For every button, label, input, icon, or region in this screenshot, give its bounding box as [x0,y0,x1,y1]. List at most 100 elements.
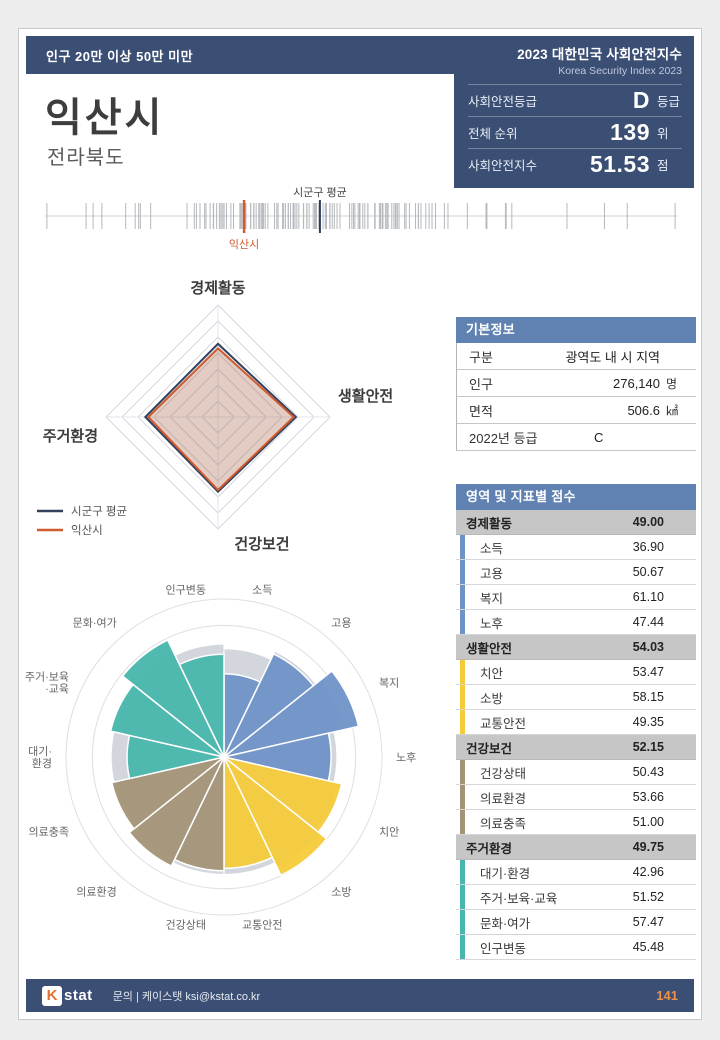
city-title: 익산시 [45,96,165,140]
svg-text:시군구 평균: 시군구 평균 [293,187,347,199]
category-color-bar [460,760,465,784]
category-color-bar [460,660,465,684]
svg-text:노후: 노후 [396,751,416,764]
stat-unit: 위 [657,127,669,141]
svg-text:주거·보육·교육: 주거·보육 ·교육 [25,670,69,695]
score-item-row: 문화·여가 57.47 [456,910,696,935]
page-number: 141 [656,988,678,1003]
item-score: 36.90 [632,540,664,554]
category-color-bar [460,535,465,559]
score-group-row: 건강보건 52.15 [456,735,696,760]
score-item-row: 복지 61.10 [456,585,696,610]
category-color-bar [460,885,465,909]
scores-panel: 영역 및 지표별 점수 경제활동 49.00 소득 36.90 고용 50.67 복지 61.… [456,484,696,960]
item-label: 복지 [480,591,504,606]
item-label: 의료환경 [480,791,527,806]
info-label: 구분 [469,349,493,365]
stat-unit: 등급 [657,95,681,109]
svg-text:주거환경: 주거환경 [43,427,98,445]
header-stat-row: 사회안전지수 51.53 점 [468,148,682,180]
score-item-row: 소득 36.90 [456,535,696,560]
svg-text:치안: 치안 [379,826,399,839]
item-label: 주거·보육·교육 [480,891,558,906]
score-item-row: 교통안전 49.35 [456,710,696,735]
header-stats: 사회안전등급 D 등급 전체 순위 139 위 사회안전지수 51.53 점 [468,84,682,180]
kstat-logo: K stat [42,985,93,1006]
info-value: 506.6 [627,402,660,418]
basic-info-row: 인구 276,140 명 [457,370,696,397]
info-label: 인구 [469,376,493,392]
score-item-row: 대기·환경 42.96 [456,860,696,885]
item-label: 의료충족 [480,816,527,831]
svg-text:교통안전: 교통안전 [242,919,282,932]
info-unit: 명 [666,376,678,391]
score-item-row: 건강상태 50.43 [456,760,696,785]
item-label: 고용 [480,566,504,581]
group-score: 49.00 [632,515,664,529]
basic-info-panel: 기본정보 구분 광역도 내 시 지역 인구 276,140 명 면적 506.6 ㎢ 2022년… [456,317,696,451]
info-value: 광역도 내 시 지역 [565,349,660,365]
svg-text:고용: 고용 [331,617,351,630]
item-label: 교통안전 [480,716,527,731]
group-label: 생활안전 [466,641,513,656]
svg-text:복지: 복지 [379,676,399,689]
item-score: 57.47 [632,915,664,929]
info-unit: ㎢ [666,403,679,418]
info-value: 276,140 [613,375,660,391]
stat-unit: 점 [657,159,669,173]
svg-text:생활안전: 생활안전 [338,387,393,405]
svg-text:익산시: 익산시 [71,524,103,537]
group-label: 건강보건 [466,741,513,756]
stat-value: 139 [610,119,650,145]
group-label: 주거환경 [466,841,513,856]
svg-text:소득: 소득 [252,583,272,596]
population-band-label: 인구 20만 이상 50만 미만 [46,48,194,64]
item-label: 소방 [480,691,504,706]
category-color-bar [460,785,465,809]
item-label: 문화·여가 [480,916,531,931]
svg-text:의료환경: 의료환경 [76,885,116,898]
rose-chart: 소득 고용 복지 노후 치안 소방 교통안전 건강상태 의료환경 의료충족 대기· 환경 주거·보육 ·교… [19,557,471,961]
item-score: 42.96 [632,865,664,879]
basic-info-row: 2022년 등급 C [457,424,696,451]
report-card: 인구 20만 이상 50만 미만 2023 대한민국 사회안전지수 Korea … [18,28,702,1020]
stat-label: 전체 순위 [468,127,518,141]
item-label: 대기·환경 [480,866,531,881]
item-score: 50.43 [632,765,664,779]
basic-info-title: 기본정보 [456,317,696,343]
basic-info-row: 구분 광역도 내 시 지역 [457,343,696,370]
svg-text:의료충족: 의료충족 [29,826,69,839]
item-score: 51.00 [632,815,664,829]
basic-info-row: 면적 506.6 ㎢ [457,397,696,424]
score-item-row: 노후 47.44 [456,610,696,635]
svg-text:대기·환경: 대기· 환경 [28,745,52,770]
group-score: 52.15 [632,740,664,754]
item-score: 53.47 [632,665,664,679]
info-label: 2022년 등급 [469,430,538,446]
score-item-row: 의료환경 53.66 [456,785,696,810]
svg-text:건강보건: 건강보건 [234,535,289,553]
item-label: 소득 [480,541,504,556]
report-title-en: Korea Security Index 2023 [558,65,682,77]
item-label: 노후 [480,616,504,631]
stat-label: 사회안전지수 [468,159,538,173]
item-score: 51.52 [632,890,664,904]
header-right-block: 2023 대한민국 사회안전지수 Korea Security Index 20… [454,36,694,188]
item-score: 53.66 [632,790,664,804]
contact-info: 문의 | 케이스탯 ksi@kstat.co.kr [112,990,261,1003]
kstat-logo-text: stat [64,987,93,1004]
category-color-bar [460,560,465,584]
group-label: 경제활동 [466,516,513,531]
svg-text:익산시: 익산시 [229,238,259,251]
score-item-row: 의료충족 51.00 [456,810,696,835]
header-stat-row: 전체 순위 139 위 [468,116,682,148]
scores-rows: 경제활동 49.00 소득 36.90 고용 50.67 복지 61.10 노후 47.44 생활안… [456,510,696,960]
score-group-row: 주거환경 49.75 [456,835,696,860]
stat-label: 사회안전등급 [468,95,538,109]
radar-chart: 경제활동 생활안전 건강보건 주거환경 시군구 평균 익산시 [21,265,455,569]
score-item-row: 주거·보육·교육 51.52 [456,885,696,910]
score-group-row: 생활안전 54.03 [456,635,696,660]
category-color-bar [460,685,465,709]
